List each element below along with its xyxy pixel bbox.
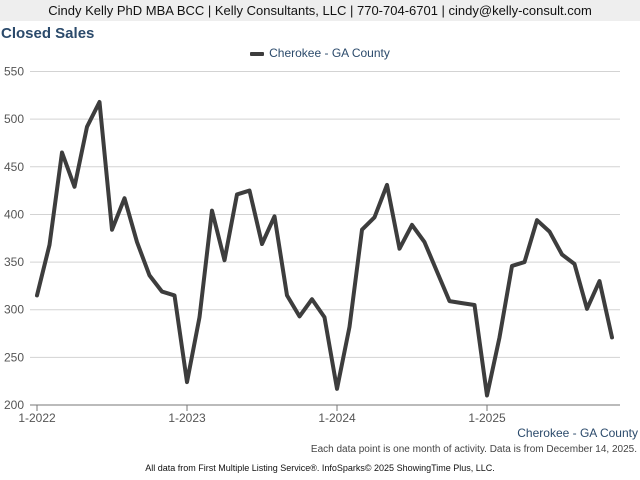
x-tick-label: 1-2024 xyxy=(318,411,356,425)
y-tick-label: 550 xyxy=(4,65,24,79)
series-line-cherokee xyxy=(35,100,614,398)
y-tick-label: 250 xyxy=(4,350,24,364)
legend[interactable]: Cherokee - GA County xyxy=(0,45,640,61)
legend-swatch xyxy=(250,51,265,56)
legend-label: Cherokee - GA County xyxy=(269,46,390,60)
y-tick-label: 350 xyxy=(4,255,24,269)
y-tick-label: 300 xyxy=(4,303,24,317)
x-tick-label: 1-2025 xyxy=(468,411,506,425)
x-tick-label: 1-2022 xyxy=(18,411,56,425)
chart-title: Closed Sales xyxy=(1,25,95,42)
contact-header: Cindy Kelly PhD MBA BCC | Kelly Consulta… xyxy=(0,0,640,21)
y-tick-label: 500 xyxy=(4,112,24,126)
series-label: Cherokee - GA County xyxy=(517,426,638,440)
y-tick-label: 400 xyxy=(4,207,24,221)
y-tick-label: 200 xyxy=(4,398,24,412)
activity-note: Each data point is one month of activity… xyxy=(310,444,637,455)
x-tick-label: 1-2023 xyxy=(168,411,206,425)
data-credit: All data from First Multiple Listing Ser… xyxy=(145,463,495,473)
y-tick-label: 450 xyxy=(4,160,24,174)
